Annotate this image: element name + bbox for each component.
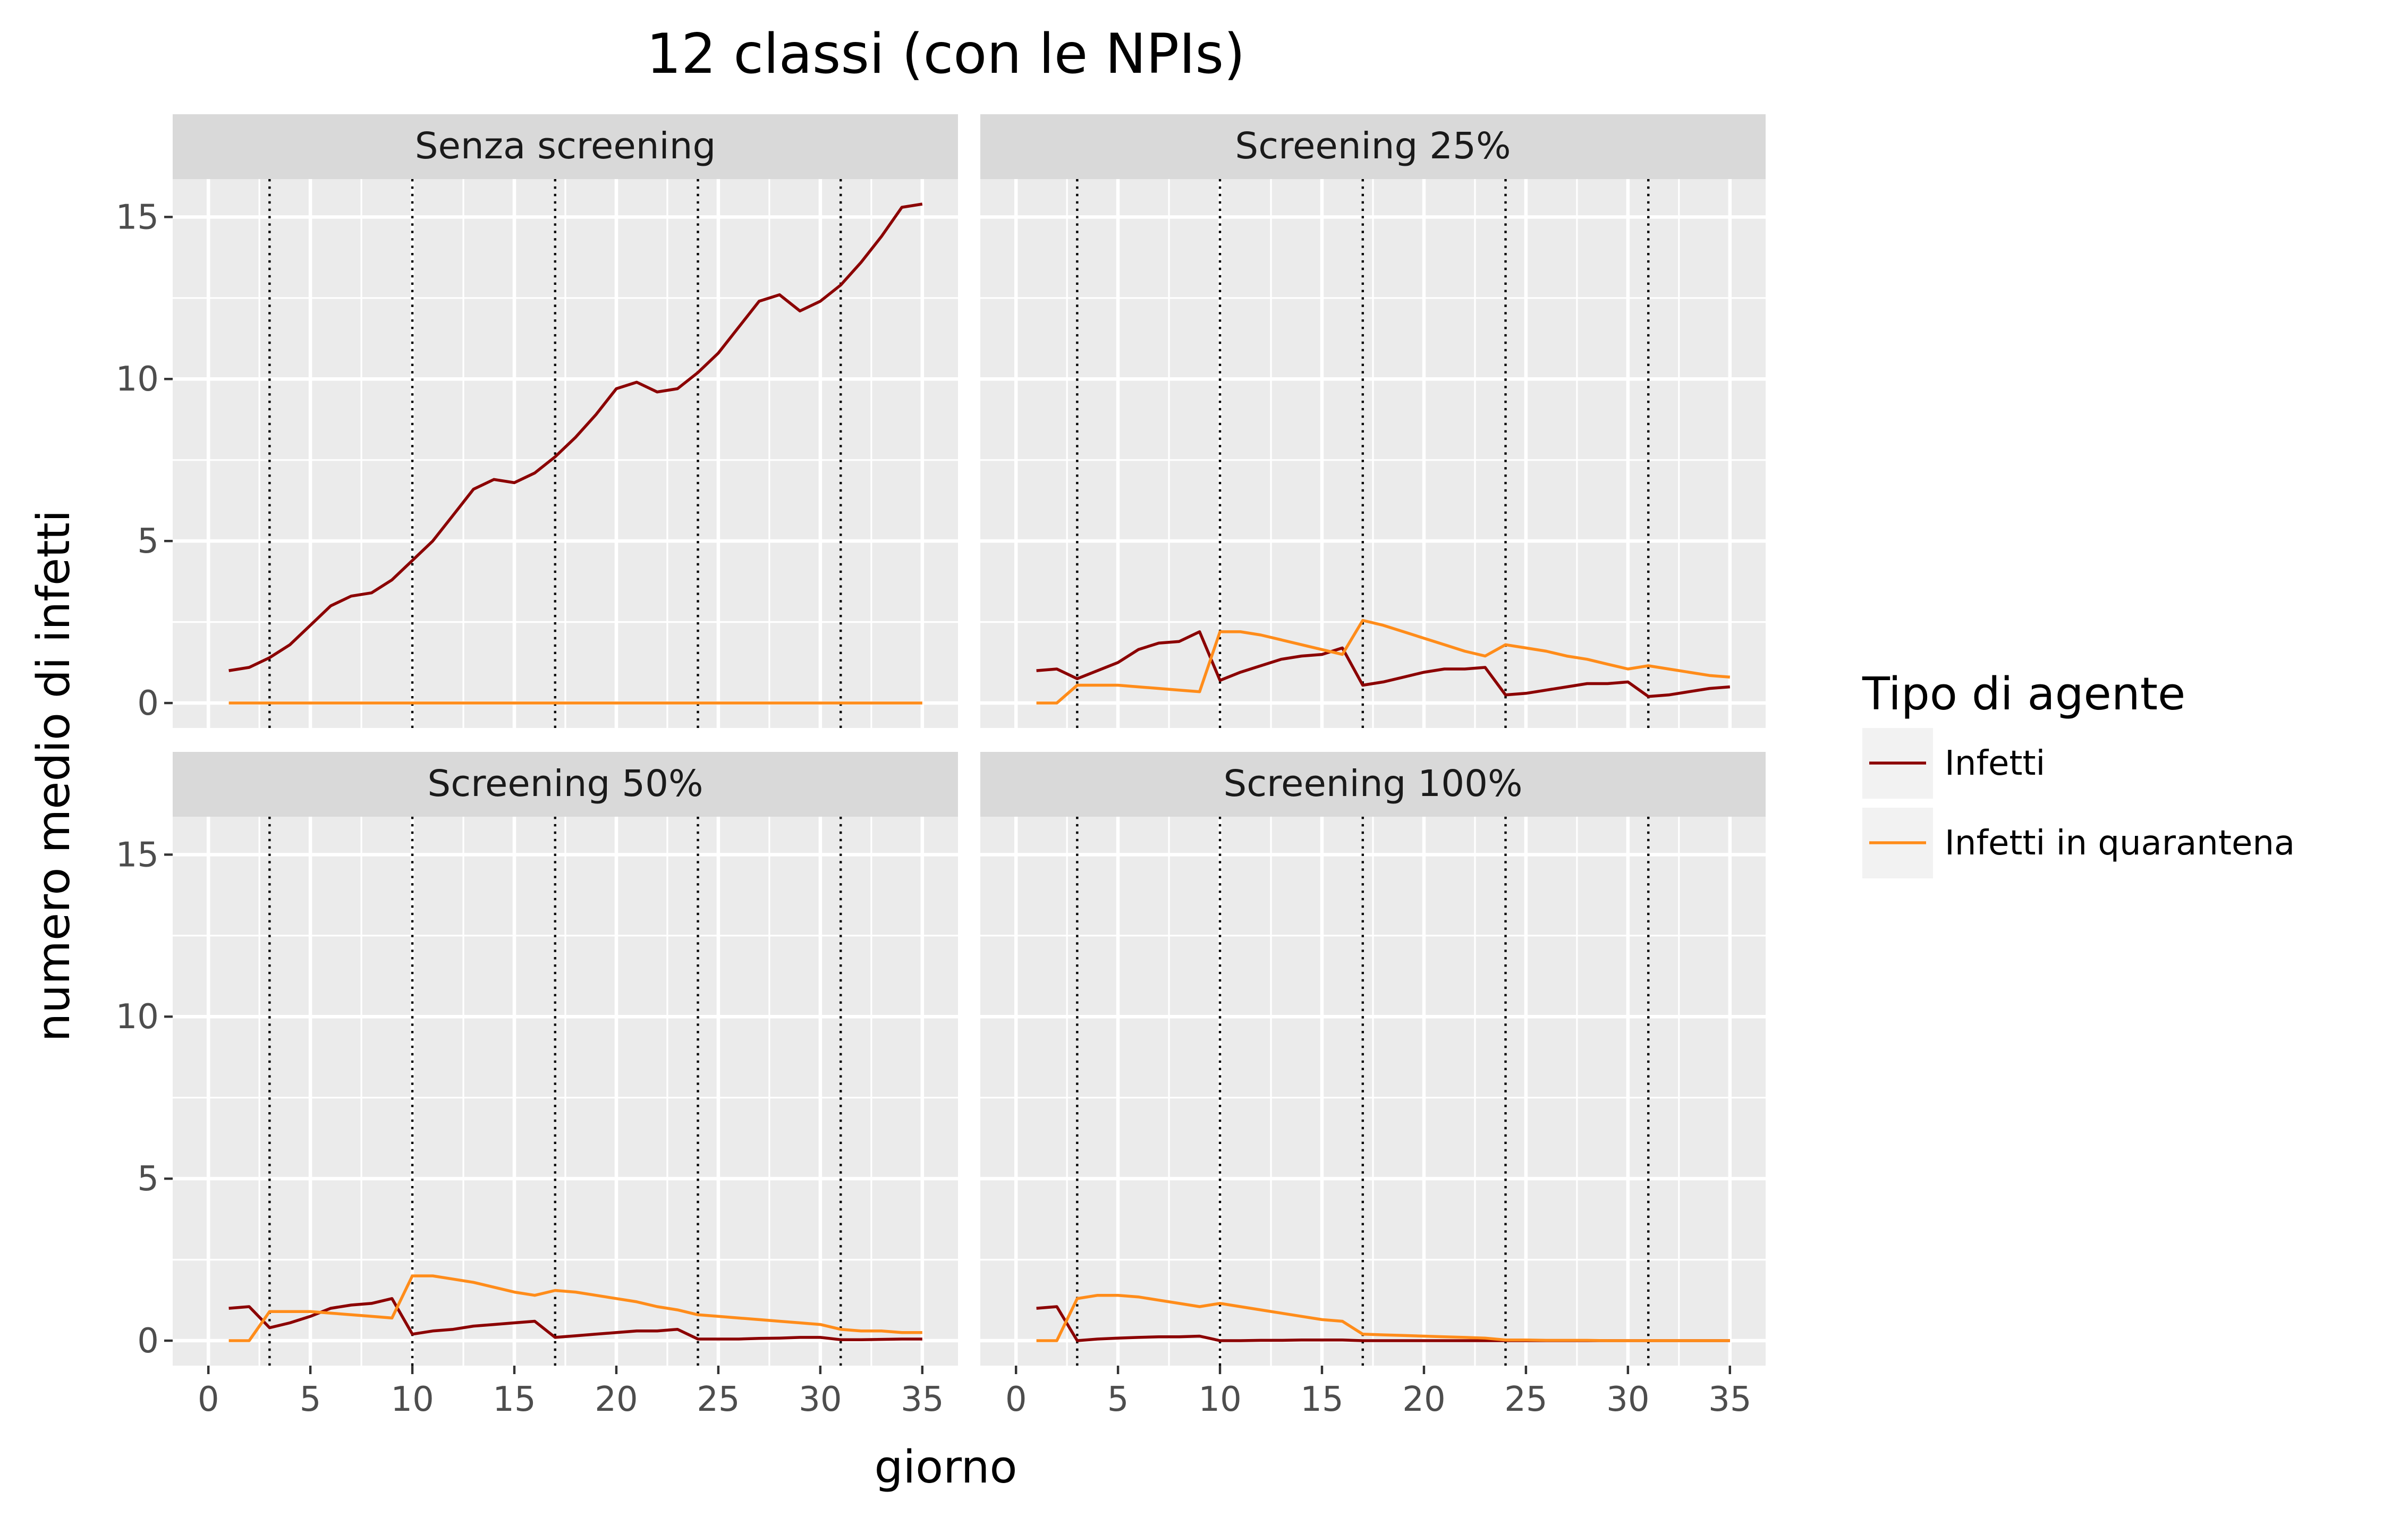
series-line-infetti-in-quarantena bbox=[1036, 619, 1731, 705]
x-tick-label: 15 bbox=[1300, 1380, 1343, 1419]
x-tick-label: 30 bbox=[799, 1380, 842, 1419]
x-tick-label: 35 bbox=[901, 1380, 944, 1419]
panel-1: Senza screening bbox=[173, 114, 958, 728]
panel-2: Screening 25% bbox=[980, 114, 1766, 728]
x-tick-label: 20 bbox=[1402, 1380, 1445, 1419]
y-tick-label: 5 bbox=[137, 1159, 159, 1199]
x-tick-label: 20 bbox=[595, 1380, 638, 1419]
panel-3: Screening 50% bbox=[173, 752, 958, 1366]
y-tick-label: 15 bbox=[116, 198, 159, 237]
series-line-infetti bbox=[1036, 630, 1731, 698]
legend-title: Tipo di agente bbox=[1862, 668, 2185, 721]
panel-strip-label: Senza screening bbox=[415, 125, 716, 167]
panel-strip bbox=[980, 752, 1766, 817]
series-line-infetti bbox=[228, 1297, 922, 1341]
y-tick-label: 10 bbox=[116, 997, 159, 1037]
series-line-infetti bbox=[228, 202, 923, 672]
chart-title: 12 classi (con le NPIs) bbox=[647, 22, 1245, 86]
x-tick-label: 35 bbox=[1708, 1380, 1751, 1419]
series-line-infetti-in-quarantena bbox=[1036, 1293, 1730, 1342]
x-tick-label: 25 bbox=[1504, 1380, 1547, 1419]
y-tick-label: 0 bbox=[137, 684, 159, 723]
chart-panels: Senza screening Screening 25% Screening 50… bbox=[173, 114, 1766, 1366]
x-tick-label: 25 bbox=[697, 1380, 740, 1419]
y-tick-label: 0 bbox=[137, 1322, 159, 1361]
chart-axes: 0 5 10 15 0 5 10 15 0 5 10 15 20 25 30 35 0 5 10 15 20 25 30 35 bbox=[116, 198, 1752, 1419]
panel-strip bbox=[173, 114, 958, 179]
x-tick-label: 0 bbox=[198, 1380, 219, 1419]
panel-strip bbox=[980, 114, 1766, 179]
x-tick-label: 30 bbox=[1606, 1380, 1649, 1419]
y-tick-label: 10 bbox=[116, 360, 159, 399]
x-tick-label: 0 bbox=[1005, 1380, 1027, 1419]
legend-label: Infetti in quarantena bbox=[1945, 824, 2295, 863]
series-line-infetti-in-quarantena bbox=[228, 1274, 922, 1342]
legend-label: Infetti bbox=[1945, 744, 2045, 783]
y-tick-label: 5 bbox=[137, 522, 159, 561]
y-tick-label: 15 bbox=[116, 835, 159, 875]
panel-strip-label: Screening 100% bbox=[1223, 763, 1522, 805]
legend: Tipo di agente Infetti Infetti in quarant… bbox=[1862, 668, 2295, 878]
panel-strip-label: Screening 25% bbox=[1235, 125, 1511, 167]
x-tick-label: 5 bbox=[1107, 1380, 1129, 1419]
panel-strip bbox=[173, 752, 958, 817]
panel-strip-label: Screening 50% bbox=[427, 763, 703, 805]
panel-4: Screening 100% bbox=[980, 752, 1766, 1366]
x-tick-label: 10 bbox=[1198, 1380, 1241, 1419]
x-tick-label: 10 bbox=[391, 1380, 434, 1419]
x-tick-label: 15 bbox=[493, 1380, 536, 1419]
y-axis-title: numero medio di infetti bbox=[28, 510, 80, 1041]
x-axis-title: giorno bbox=[875, 1441, 1018, 1494]
x-tick-label: 5 bbox=[300, 1380, 321, 1419]
